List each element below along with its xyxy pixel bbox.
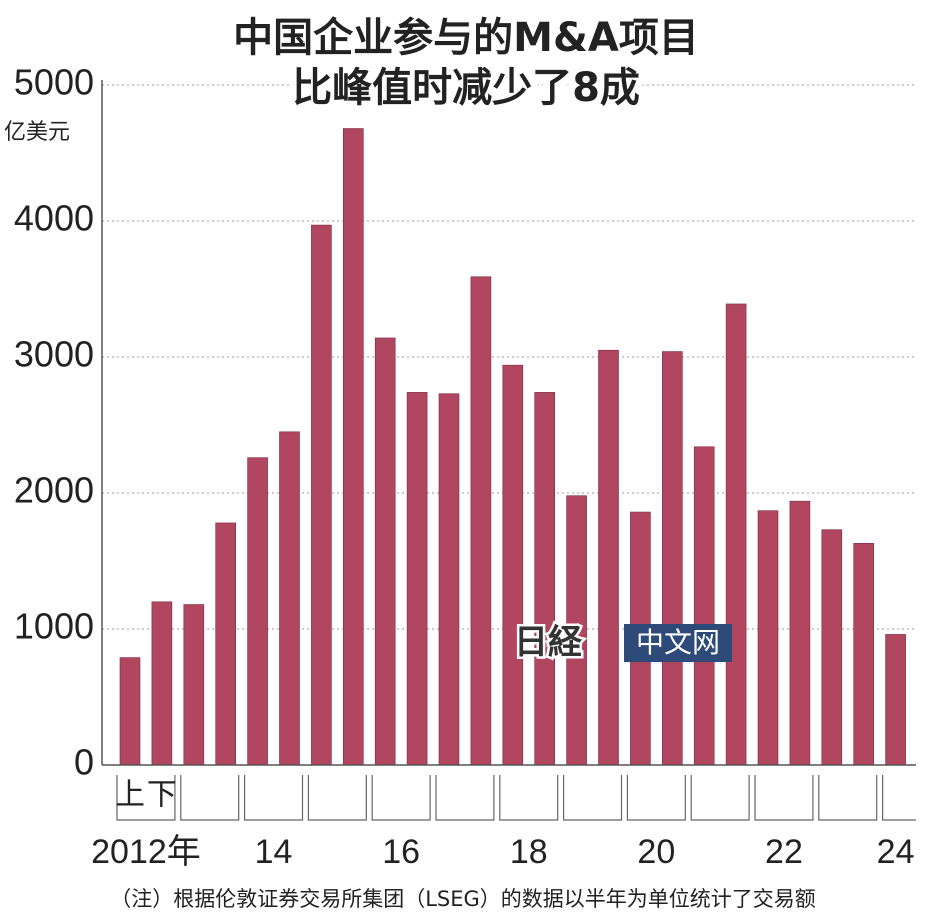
watermark-box <box>624 624 732 662</box>
x-tick-label: 20 <box>637 833 675 871</box>
y-tick-label: 2000 <box>14 470 94 511</box>
x-tick-label: 24 <box>877 833 915 871</box>
watermark-logo: 日経 <box>514 623 583 663</box>
bar <box>885 634 906 766</box>
bar <box>502 364 524 766</box>
year-bracket <box>563 775 623 821</box>
bar <box>215 522 236 766</box>
bar <box>279 431 300 766</box>
bar <box>470 276 492 766</box>
year-bracket <box>116 775 176 821</box>
year-bracket <box>754 775 814 821</box>
bar <box>789 500 811 766</box>
year-bracket <box>818 775 878 821</box>
year-bracket <box>307 775 367 821</box>
year-bracket <box>435 775 495 821</box>
bar <box>342 128 364 766</box>
y-tick-label: 4000 <box>14 198 94 239</box>
bar <box>661 351 683 766</box>
y-tick-label: 5000 <box>14 62 94 103</box>
bar <box>534 392 556 766</box>
note: （注）根据伦敦证券交易所集团（LSEG）的数据以半年为单位统计了交易额 <box>110 887 816 911</box>
y-unit: 亿美元 <box>4 120 70 145</box>
year-bracket <box>499 775 559 821</box>
year-bracket <box>180 775 240 821</box>
x-tick-label: 2012年 <box>91 833 201 871</box>
bar <box>374 337 396 766</box>
chart-subtitle: 比峰值时减少了8成 <box>292 65 640 111</box>
year-bracket <box>690 775 750 821</box>
bar <box>725 303 747 766</box>
x-tick-label: 14 <box>255 833 293 871</box>
x-tick-label: 16 <box>382 833 420 871</box>
year-bracket <box>882 775 916 821</box>
bar <box>821 529 843 766</box>
year-bracket <box>371 775 431 821</box>
x-tick-label: 18 <box>510 833 548 871</box>
bar <box>311 224 332 766</box>
bar <box>247 457 268 766</box>
bar <box>119 657 141 766</box>
bar <box>598 349 619 766</box>
x-tick-label: 22 <box>765 833 803 871</box>
watermark-text: 中文网 <box>636 626 720 659</box>
y-tick-label: 0 <box>74 742 94 783</box>
half-label: 上 <box>115 778 145 813</box>
bar <box>438 393 460 766</box>
year-bracket <box>244 775 304 821</box>
bar <box>693 446 715 766</box>
chart-title: 中国企业参与的M&A项目 <box>233 15 699 61</box>
bar <box>406 392 428 766</box>
year-bracket <box>626 775 686 821</box>
bar <box>853 543 875 766</box>
y-tick-label: 1000 <box>14 606 94 647</box>
bar <box>757 510 779 766</box>
bar <box>183 604 205 766</box>
y-tick-label: 3000 <box>14 334 94 375</box>
half-label: 下 <box>147 778 177 813</box>
bar <box>151 601 173 766</box>
